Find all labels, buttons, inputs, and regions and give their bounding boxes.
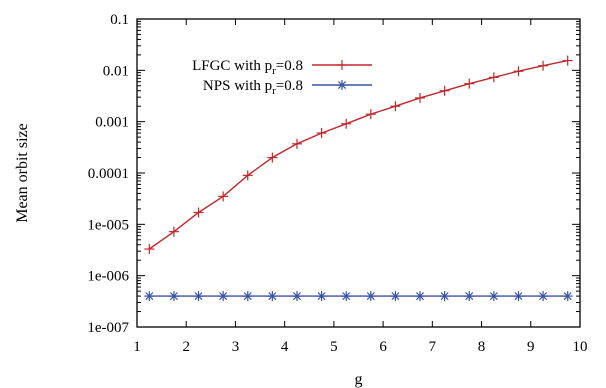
legend-subscript: r — [272, 85, 276, 97]
marker-stroke — [194, 292, 203, 301]
marker-stroke — [145, 292, 154, 301]
marker-stroke — [465, 292, 474, 301]
star-marker — [242, 291, 253, 302]
y-tick-label: 0.0001 — [88, 166, 129, 182]
x-axis-label: g — [355, 371, 363, 388]
marker-stroke — [366, 292, 375, 301]
star-marker — [562, 291, 573, 302]
series-1 — [144, 291, 573, 302]
star-marker — [439, 291, 450, 302]
x-tick-label: 4 — [281, 339, 289, 355]
legend-name: NPS with p — [203, 78, 272, 94]
plus-marker — [337, 60, 347, 70]
star-marker — [193, 291, 204, 302]
legend-label: NPS with pr=0.8 — [203, 78, 303, 97]
y-tick-label: 0.001 — [95, 115, 129, 131]
y-axis-label: Mean orbit size — [14, 123, 31, 223]
marker-stroke — [514, 292, 523, 301]
axis-ticks: 1 2 3 4 5 6 7 8 9 10 0.1 0.01 0.001 0.0001 1e-005 1e-00… — [87, 12, 587, 355]
plus-marker — [341, 118, 352, 129]
plus-marker — [218, 191, 229, 202]
star-marker — [538, 291, 549, 302]
y-tick-label: 1e-007 — [87, 320, 129, 336]
x-tick-label: 9 — [527, 339, 535, 355]
plus-marker — [144, 244, 155, 255]
marker-stroke — [317, 292, 326, 301]
plus-marker — [168, 226, 179, 237]
legend-name: LFGC with p — [192, 58, 272, 74]
x-tick-label: 10 — [573, 339, 588, 355]
plus-marker — [488, 72, 499, 83]
marker-stroke — [268, 292, 277, 301]
marker-stroke — [243, 292, 252, 301]
plus-marker — [562, 55, 573, 66]
plus-marker — [316, 128, 327, 139]
plus-marker — [267, 152, 278, 163]
plus-marker — [415, 92, 426, 103]
star-marker — [168, 291, 179, 302]
marker-stroke — [391, 292, 400, 301]
star-marker — [513, 291, 524, 302]
plus-marker — [390, 101, 401, 112]
star-marker — [390, 291, 401, 302]
marker-stroke — [337, 80, 347, 90]
x-tick-label: 2 — [182, 339, 190, 355]
star-marker — [341, 291, 352, 302]
x-tick-label: 3 — [232, 339, 240, 355]
star-marker — [291, 291, 302, 302]
series-0 — [144, 55, 573, 255]
x-tick-label: 6 — [379, 339, 387, 355]
marker-stroke — [169, 292, 178, 301]
marker-stroke — [563, 292, 572, 301]
star-marker — [316, 291, 327, 302]
y-tick-label: 0.1 — [110, 12, 129, 28]
x-tick-label: 5 — [330, 339, 338, 355]
x-tick-label: 1 — [133, 339, 141, 355]
marker-stroke — [342, 292, 351, 301]
plus-marker — [242, 170, 253, 181]
plus-marker — [439, 85, 450, 96]
y-tick-label: 1e-005 — [87, 217, 129, 233]
star-marker — [464, 291, 475, 302]
star-marker — [337, 80, 347, 90]
x-tick-label: 8 — [478, 339, 486, 355]
legend-suffix: =0.8 — [276, 78, 303, 94]
plus-marker — [193, 207, 204, 218]
star-marker — [144, 291, 155, 302]
plus-marker — [538, 60, 549, 71]
plus-marker — [365, 109, 376, 120]
marker-stroke — [292, 292, 301, 301]
star-marker — [415, 291, 426, 302]
x-tick-label: 7 — [429, 339, 437, 355]
marker-stroke — [440, 292, 449, 301]
series-line — [148, 59, 568, 250]
plus-marker — [464, 78, 475, 89]
plus-marker — [291, 138, 302, 149]
plus-marker — [513, 66, 524, 77]
marker-stroke — [219, 292, 228, 301]
star-marker — [488, 291, 499, 302]
legend-label: LFGC with pr=0.8 — [192, 58, 303, 77]
star-marker — [365, 291, 376, 302]
marker-stroke — [416, 292, 425, 301]
y-tick-label: 0.01 — [103, 63, 129, 79]
series-layer — [144, 55, 573, 302]
star-marker — [267, 291, 278, 302]
y-tick-label: 1e-006 — [87, 269, 129, 285]
marker-stroke — [489, 292, 498, 301]
marker-stroke — [539, 292, 548, 301]
star-marker — [218, 291, 229, 302]
legend-subscript: r — [272, 65, 276, 77]
legend-suffix: =0.8 — [276, 58, 303, 74]
